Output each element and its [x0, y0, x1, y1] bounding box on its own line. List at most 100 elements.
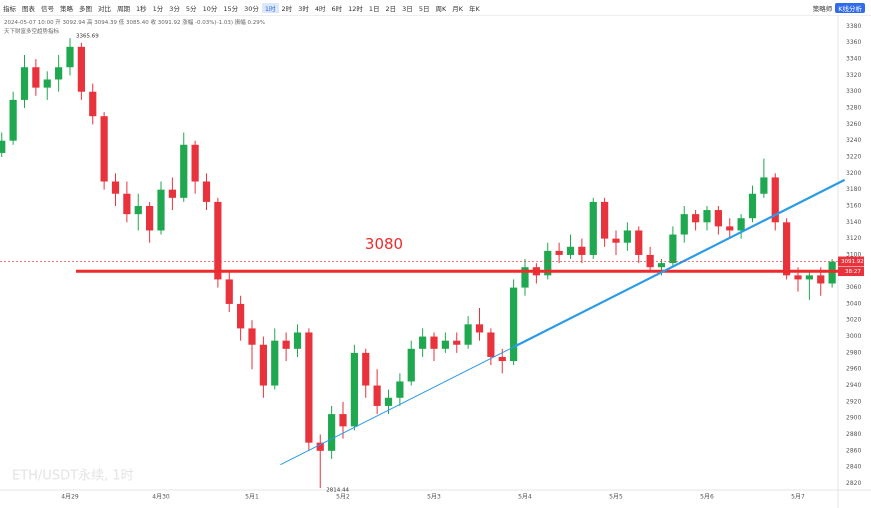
x-tick-label: 5月5 [609, 494, 623, 501]
trend-line [280, 346, 514, 466]
toolbar-item[interactable]: 策略 [60, 4, 73, 13]
candle-body [20, 67, 29, 100]
candle-body [293, 332, 302, 349]
toolbar-item[interactable]: 3分 [169, 4, 180, 13]
candle-body [237, 303, 245, 329]
candle-body [407, 348, 415, 382]
candle-body [544, 250, 552, 276]
candle-body [419, 336, 427, 349]
toolbar-item[interactable]: 3时 [298, 4, 309, 13]
y-tick-label: 3280 [846, 105, 861, 112]
toolbar-item[interactable]: 4时 [314, 4, 326, 13]
toolbar-item[interactable]: 月K [452, 4, 463, 13]
candle-body [623, 230, 631, 243]
candle-body [282, 340, 290, 349]
toolbar-item[interactable]: 1日 [368, 4, 380, 13]
toolbar-item[interactable]: 1时 [261, 2, 279, 13]
candle-body [646, 254, 654, 268]
y-tick-label: 2900 [846, 415, 861, 422]
candle-body [362, 352, 370, 386]
candle-body [77, 46, 85, 92]
toolbar-item[interactable]: 1秒 [136, 4, 147, 13]
candle-body [180, 144, 188, 198]
y-tick-label: 2880 [846, 431, 861, 438]
y-tick-label: 2960 [846, 366, 861, 373]
toolbar-item[interactable]: 1分 [152, 4, 164, 13]
candle-body [487, 332, 495, 357]
toolbar-item[interactable]: 策略师 [812, 4, 833, 13]
candle-body [146, 205, 154, 231]
toolbar-item[interactable]: 对比 [98, 4, 111, 13]
toolbar-item[interactable]: 5分 [185, 4, 197, 13]
toolbar-item[interactable]: K线分析 [835, 2, 865, 13]
countdown-label: 38:27 [845, 269, 861, 275]
y-tick-label: 3300 [846, 88, 861, 95]
y-tick-label: 3180 [846, 186, 861, 193]
candle-body [168, 189, 176, 198]
candle-body [384, 397, 393, 406]
candle-body [794, 275, 802, 280]
toolbar-item[interactable]: 12时 [348, 4, 363, 13]
toolbar-item[interactable]: 3日 [402, 4, 413, 13]
candle-body [726, 226, 734, 231]
toolbar-item[interactable]: 30分 [244, 4, 259, 13]
candle-body [521, 267, 529, 288]
x-tick-label: 5月7 [791, 494, 805, 501]
x-tick-label: 5月3 [427, 494, 441, 501]
candle-body [316, 442, 324, 451]
candle-body [430, 336, 438, 349]
toolbar-item[interactable]: 周期 [117, 4, 130, 13]
candle-body [123, 193, 131, 215]
candle-body [441, 340, 449, 349]
candle-body [464, 324, 472, 345]
y-tick-label: 3100 [846, 251, 861, 258]
toolbar-item[interactable]: 图表 [22, 4, 35, 13]
toolbar-item[interactable]: 5日 [418, 4, 430, 13]
candle-body [783, 222, 791, 276]
candle-body [328, 414, 336, 451]
candle-body [692, 214, 700, 223]
toolbar-item[interactable]: 年K [468, 4, 480, 13]
candle-body [9, 99, 17, 141]
candle-body [453, 340, 461, 345]
toolbar-item[interactable]: 周K [435, 4, 447, 13]
candle-body [271, 340, 279, 386]
min-label: 2814.44 [326, 488, 349, 494]
candle-body [134, 205, 142, 215]
candle-body [498, 356, 506, 362]
candle-body [578, 246, 586, 255]
candle-body [817, 275, 825, 284]
toolbar-item[interactable]: 多图 [79, 4, 92, 13]
y-tick-label: 3220 [846, 154, 861, 161]
candle-body [805, 275, 813, 280]
toolbar-item[interactable]: 15分 [223, 4, 239, 13]
toolbar-item[interactable]: 10分 [202, 4, 218, 13]
candle-body [100, 116, 108, 182]
candle-body [589, 201, 597, 255]
x-tick-label: 5月4 [518, 494, 532, 501]
y-tick-label: 2980 [846, 349, 861, 356]
y-tick-label: 2860 [846, 447, 861, 454]
y-tick-label: 3020 [846, 317, 861, 324]
toolbar-item[interactable]: 指标 [3, 4, 16, 13]
indicator-info: 天下财富多空趋势指标 [4, 29, 60, 35]
toolbar-item[interactable]: 信号 [41, 4, 54, 13]
candle-body [555, 250, 563, 255]
candle-body [669, 234, 677, 264]
x-tick-label: 5月2 [336, 494, 350, 501]
toolbar-item[interactable]: 6时 [331, 4, 343, 13]
y-tick-label: 2820 [846, 480, 861, 487]
candle-body [191, 144, 199, 182]
y-tick-label: 3040 [846, 300, 861, 307]
candle-body [760, 177, 768, 194]
candle-body [475, 324, 484, 333]
toolbar-item[interactable]: 2时 [281, 4, 293, 13]
candle-body [66, 46, 74, 68]
candle-body [771, 177, 779, 223]
candle-body [157, 189, 165, 231]
toolbar-item[interactable]: 2日 [385, 4, 397, 13]
max-label: 3365.69 [76, 34, 99, 40]
y-tick-label: 3240 [846, 137, 861, 144]
watermark: ETH/USDT永续, 1时 [12, 469, 134, 484]
